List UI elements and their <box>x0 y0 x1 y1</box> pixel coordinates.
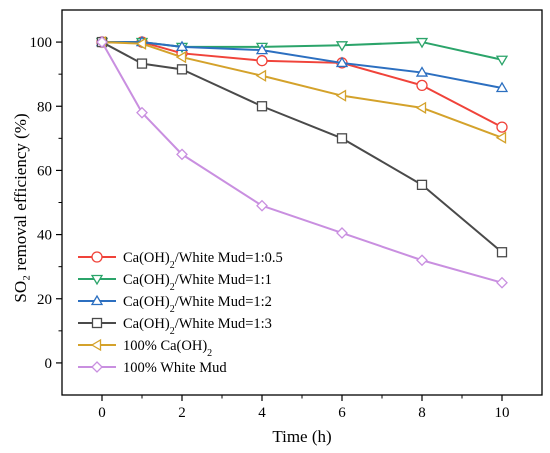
legend-label: 100% Ca(OH)2 <box>123 338 212 359</box>
data-series <box>95 35 509 289</box>
data-point <box>256 199 268 212</box>
data-point <box>336 227 348 239</box>
data-point <box>256 55 268 67</box>
data-point <box>495 131 507 144</box>
data-point <box>136 106 148 119</box>
series-line <box>101 41 503 284</box>
legend-label: 100% White Mud <box>123 360 227 376</box>
x-tick-label: 2 <box>178 405 186 421</box>
data-point <box>176 64 188 75</box>
data-point <box>175 51 187 64</box>
y-tick-label: 60 <box>37 163 52 179</box>
legend-item: Ca(OH)2/White Mud=1:3 <box>78 316 272 337</box>
x-tick-label: 0 <box>98 405 106 421</box>
data-point <box>496 121 508 133</box>
legend-label: Ca(OH)2/White Mud=1:1 <box>123 272 272 293</box>
data-point <box>90 338 102 352</box>
data-point <box>176 148 188 161</box>
data-point <box>96 36 108 49</box>
data-point <box>415 101 427 114</box>
legend-item: Ca(OH)2/White Mud=1:2 <box>78 294 272 315</box>
x-tick-label: 4 <box>258 405 266 421</box>
y-tick-label: 0 <box>45 356 53 372</box>
y-tick-label: 40 <box>37 228 52 244</box>
data-point <box>416 179 428 191</box>
data-point <box>91 251 103 263</box>
data-point <box>91 317 103 329</box>
legend-item: Ca(OH)2/White Mud=1:0.5 <box>78 250 283 271</box>
y-tick-label: 20 <box>37 292 52 308</box>
legend-label: Ca(OH)2/White Mud=1:2 <box>123 294 272 315</box>
axis-ticks <box>56 41 503 401</box>
data-point <box>335 56 349 68</box>
y-tick-label: 80 <box>37 99 52 115</box>
legend: Ca(OH)2/White Mud=1:0.5Ca(OH)2/White Mud… <box>78 250 283 376</box>
data-point <box>335 89 347 102</box>
legend-label: Ca(OH)2/White Mud=1:3 <box>123 316 272 337</box>
legend-item: Ca(OH)2/White Mud=1:1 <box>78 272 272 293</box>
series-line <box>102 41 503 89</box>
x-axis-label: Time (h) <box>272 427 331 446</box>
series-4 <box>96 36 508 258</box>
data-point <box>175 40 189 52</box>
x-tick-label: 10 <box>495 405 510 421</box>
data-point <box>90 294 104 306</box>
data-point <box>416 254 428 267</box>
data-point <box>91 361 103 373</box>
data-point <box>256 101 268 112</box>
data-point <box>255 43 269 55</box>
data-point <box>415 37 429 49</box>
data-point <box>255 69 267 82</box>
data-point <box>495 81 509 93</box>
series-6 <box>96 36 508 289</box>
x-tick-label: 6 <box>338 405 346 421</box>
x-tick-label: 8 <box>418 405 426 421</box>
series-1 <box>96 36 508 133</box>
y-tick-label: 100 <box>30 35 53 51</box>
data-point <box>336 133 348 144</box>
data-point <box>136 58 148 69</box>
legend-label: Ca(OH)2/White Mud=1:0.5 <box>123 250 283 271</box>
series-line <box>101 41 503 253</box>
data-point <box>90 274 104 286</box>
legend-item: 100% White Mud <box>78 360 227 376</box>
data-point <box>416 79 428 92</box>
data-point <box>335 41 349 52</box>
data-point <box>495 55 509 67</box>
series-2 <box>95 37 509 67</box>
data-point <box>415 66 429 77</box>
y-axis-label: SO₂ removal efficiency (%) <box>11 113 30 302</box>
legend-item: 100% Ca(OH)2 <box>78 338 212 359</box>
data-point <box>496 276 508 289</box>
data-point <box>496 247 508 258</box>
data-point <box>135 37 147 50</box>
series-5 <box>95 35 507 144</box>
